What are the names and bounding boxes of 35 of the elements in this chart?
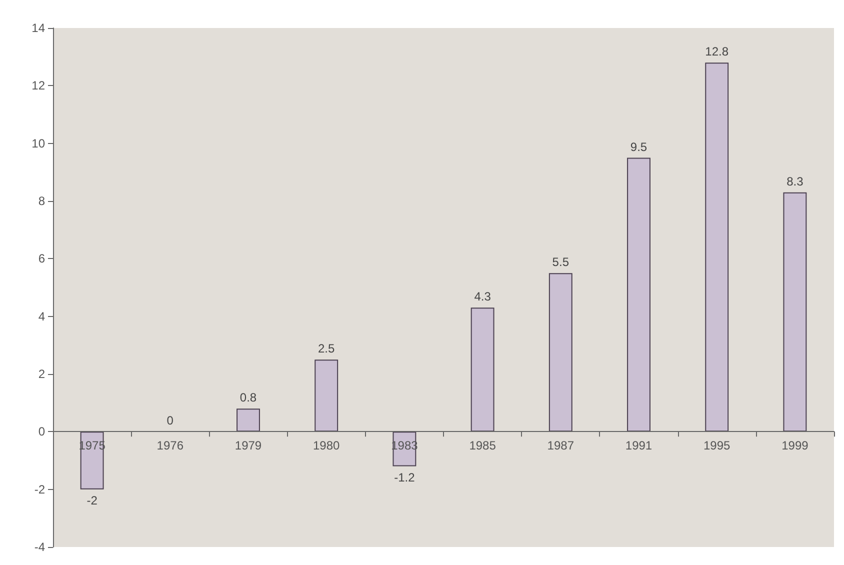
y-tick-label: 0 xyxy=(38,424,46,439)
y-tick-label: -2 xyxy=(34,482,46,496)
bar xyxy=(705,62,729,432)
x-tick-label: 1999 xyxy=(782,438,809,453)
y-tick-label: 12 xyxy=(32,78,46,93)
data-label: 2.5 xyxy=(318,342,336,356)
x-tick-label: 1976 xyxy=(156,438,184,453)
data-label: -2 xyxy=(86,493,98,508)
y-tick-label: 2 xyxy=(38,367,46,381)
data-label: 12.8 xyxy=(705,44,729,59)
data-label: 0.8 xyxy=(240,390,257,405)
data-label: -1.2 xyxy=(394,470,416,484)
bar xyxy=(548,273,572,432)
bar xyxy=(314,360,338,432)
x-tick-label: 1987 xyxy=(547,438,574,453)
bar xyxy=(783,192,807,432)
bar xyxy=(627,158,650,432)
y-tick-label: 4 xyxy=(38,309,46,324)
y-tick-label: -4 xyxy=(34,540,46,554)
y-tick-label: 6 xyxy=(38,252,46,266)
x-tick-label: 1985 xyxy=(469,438,496,453)
bar xyxy=(470,308,494,432)
y-tick-label: 14 xyxy=(32,21,46,35)
x-tick-label: 1979 xyxy=(234,438,262,453)
data-label: 5.5 xyxy=(552,255,570,270)
data-label: 4.3 xyxy=(474,290,492,304)
bar xyxy=(236,408,260,432)
y-tick-label: 10 xyxy=(32,136,46,150)
data-label: 9.5 xyxy=(630,140,648,154)
data-label: 0 xyxy=(166,414,174,428)
x-tick-label: 1980 xyxy=(313,438,340,453)
y-tick-label: 8 xyxy=(38,194,46,208)
x-tick-label: 1991 xyxy=(625,438,652,453)
x-tick-label: 1995 xyxy=(704,438,731,453)
data-label: 8.3 xyxy=(786,174,804,188)
